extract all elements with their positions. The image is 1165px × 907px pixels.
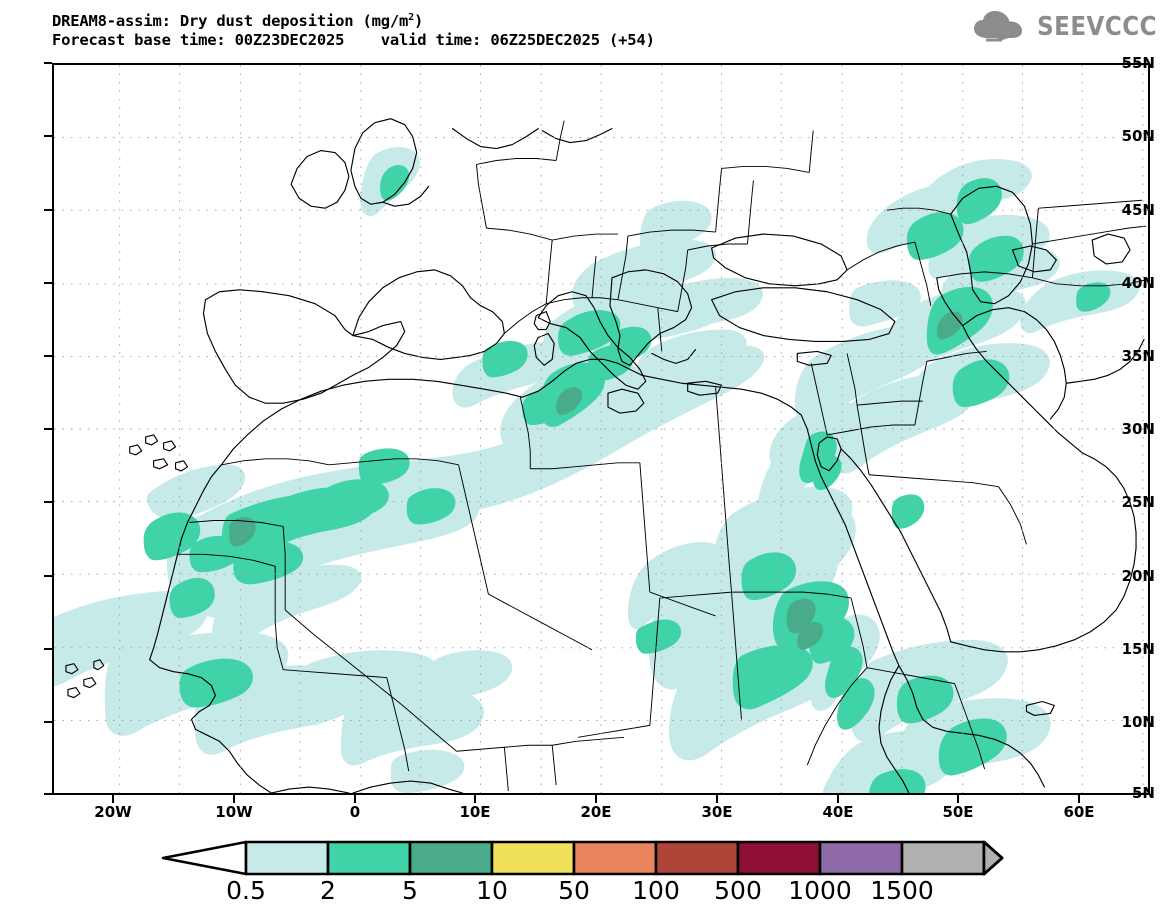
y-tick-mark bbox=[44, 209, 52, 211]
x-tick-label: 40E bbox=[822, 803, 854, 821]
colorbar-tick-label: 1000 bbox=[788, 876, 852, 905]
colorbar-band-5 bbox=[654, 840, 740, 876]
dust-contour-band-5 bbox=[229, 311, 963, 650]
colorbar-tick-label: 1500 bbox=[870, 876, 934, 905]
y-tick-mark bbox=[44, 501, 52, 503]
x-tick-mark bbox=[112, 795, 114, 803]
x-tick-mark bbox=[1078, 795, 1080, 803]
y-tick-mark bbox=[44, 575, 52, 577]
dust-deposition-map bbox=[54, 65, 1148, 793]
y-tick-label: 15N bbox=[1121, 640, 1155, 658]
x-tick-mark bbox=[595, 795, 597, 803]
y-tick-label: 35N bbox=[1121, 347, 1155, 365]
colorbar-under-arrow bbox=[161, 840, 248, 876]
y-tick-label: 45N bbox=[1121, 201, 1155, 219]
x-tick-mark bbox=[474, 795, 476, 803]
map-plot-area bbox=[52, 63, 1150, 795]
colorbar-tick-label: 2 bbox=[320, 876, 336, 905]
x-tick-mark bbox=[837, 795, 839, 803]
chart-title-text: DREAM8-assim: Dry dust deposition (mg/m bbox=[52, 12, 409, 31]
y-tick-mark bbox=[44, 355, 52, 357]
colorbar-band-1 bbox=[326, 840, 412, 876]
x-tick-mark bbox=[957, 795, 959, 803]
logo-text: SEEVCCC bbox=[1037, 12, 1157, 42]
y-tick-mark bbox=[44, 282, 52, 284]
colorbar-band-2 bbox=[408, 840, 494, 876]
x-tick-label: 20W bbox=[94, 803, 132, 821]
y-tick-label: 10N bbox=[1121, 713, 1155, 731]
y-tick-mark bbox=[44, 721, 52, 723]
y-tick-label: 20N bbox=[1121, 567, 1155, 585]
y-tick-label: 5N bbox=[1132, 784, 1155, 802]
colorbar-tick-label: 50 bbox=[558, 876, 590, 905]
x-tick-label: 10E bbox=[459, 803, 491, 821]
colorbar-band-8 bbox=[900, 840, 986, 876]
x-tick-mark bbox=[354, 795, 356, 803]
map-gridlines bbox=[54, 65, 1148, 793]
colorbar: 0.5 2 5 10 50 100 500 1000 1500 bbox=[0, 838, 1165, 907]
y-tick-mark bbox=[44, 428, 52, 430]
y-tick-mark bbox=[44, 135, 52, 137]
y-tick-label: 30N bbox=[1121, 420, 1155, 438]
x-tick-label: 0 bbox=[349, 803, 361, 821]
map-country-borders bbox=[177, 120, 1147, 792]
y-tick-mark bbox=[44, 648, 52, 650]
seevccc-logo: SEEVCCC bbox=[972, 10, 1157, 44]
y-tick-label: 55N bbox=[1121, 54, 1155, 72]
chart-subtitle: Forecast base time: 00Z23DEC2025 valid t… bbox=[52, 31, 655, 50]
chart-header: DREAM8-assim: Dry dust deposition (mg/m2… bbox=[52, 8, 952, 50]
colorbar-band-7 bbox=[818, 840, 904, 876]
colorbar-band-4 bbox=[572, 840, 658, 876]
colorbar-tick-label: 100 bbox=[632, 876, 680, 905]
colorbar-swatches bbox=[161, 840, 1004, 876]
colorbar-band-0 bbox=[244, 840, 330, 876]
chart-title-suffix: ) bbox=[413, 12, 424, 31]
colorbar-band-6 bbox=[736, 840, 822, 876]
y-tick-mark bbox=[44, 62, 52, 64]
y-tick-label: 25N bbox=[1121, 493, 1155, 511]
x-tick-label: 30E bbox=[701, 803, 733, 821]
x-tick-label: 60E bbox=[1063, 803, 1095, 821]
colorbar-band-3 bbox=[490, 840, 576, 876]
colorbar-tick-label: 10 bbox=[476, 876, 508, 905]
x-tick-label: 10W bbox=[215, 803, 253, 821]
x-tick-label: 20E bbox=[580, 803, 612, 821]
units-superscript: 2 bbox=[408, 12, 414, 23]
colorbar-tick-label: 5 bbox=[402, 876, 418, 905]
y-tick-mark bbox=[44, 793, 52, 795]
y-tick-label: 40N bbox=[1121, 274, 1155, 292]
x-tick-mark bbox=[233, 795, 235, 803]
x-tick-label: 50E bbox=[942, 803, 974, 821]
chart-title: DREAM8-assim: Dry dust deposition (mg/m2… bbox=[52, 8, 952, 31]
y-tick-label: 50N bbox=[1121, 127, 1155, 145]
colorbar-tick-label: 0.5 bbox=[226, 876, 266, 905]
x-tick-mark bbox=[716, 795, 718, 803]
cloud-wind-icon bbox=[974, 11, 1023, 42]
colorbar-tick-label: 500 bbox=[714, 876, 762, 905]
